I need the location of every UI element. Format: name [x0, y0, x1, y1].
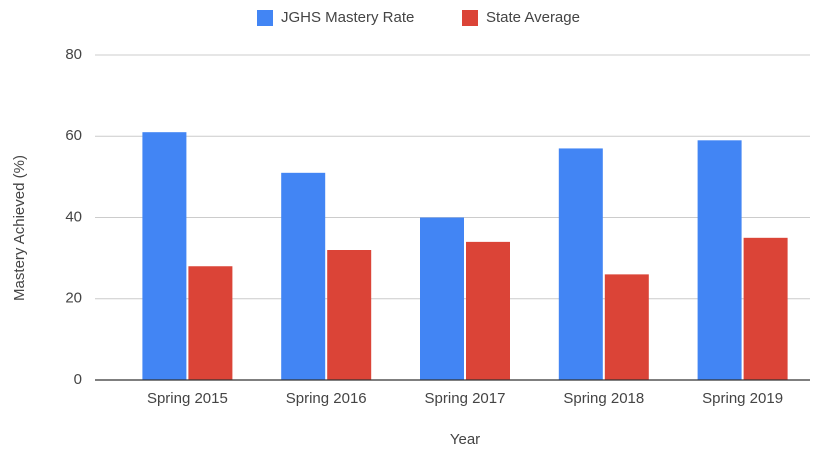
x-tick-label: Spring 2018: [563, 390, 644, 407]
y-tick-label: 0: [74, 371, 82, 388]
legend-swatch: [257, 10, 273, 26]
x-tick-label: Spring 2016: [286, 390, 367, 407]
legend-swatch: [462, 10, 478, 26]
bar: [743, 237, 788, 380]
x-tick-label: Spring 2019: [702, 390, 783, 407]
y-tick-label: 20: [65, 290, 82, 307]
bar: [281, 172, 326, 380]
legend-label: JGHS Mastery Rate: [281, 9, 414, 26]
y-axis-title: Mastery Achieved (%): [11, 155, 28, 301]
y-tick-label: 60: [65, 127, 82, 144]
legend-label: State Average: [486, 9, 580, 26]
bar: [327, 250, 372, 380]
x-tick-label: Spring 2015: [147, 390, 228, 407]
bar: [466, 241, 510, 380]
bar: [604, 274, 649, 380]
bar: [420, 217, 464, 380]
x-tick-label: Spring 2017: [425, 390, 506, 407]
bar: [142, 132, 187, 380]
y-tick-label: 80: [65, 46, 82, 63]
x-axis-title: Year: [450, 431, 480, 448]
bar: [697, 140, 742, 380]
bar: [558, 148, 603, 380]
bar: [188, 266, 233, 380]
y-tick-label: 40: [65, 208, 82, 225]
